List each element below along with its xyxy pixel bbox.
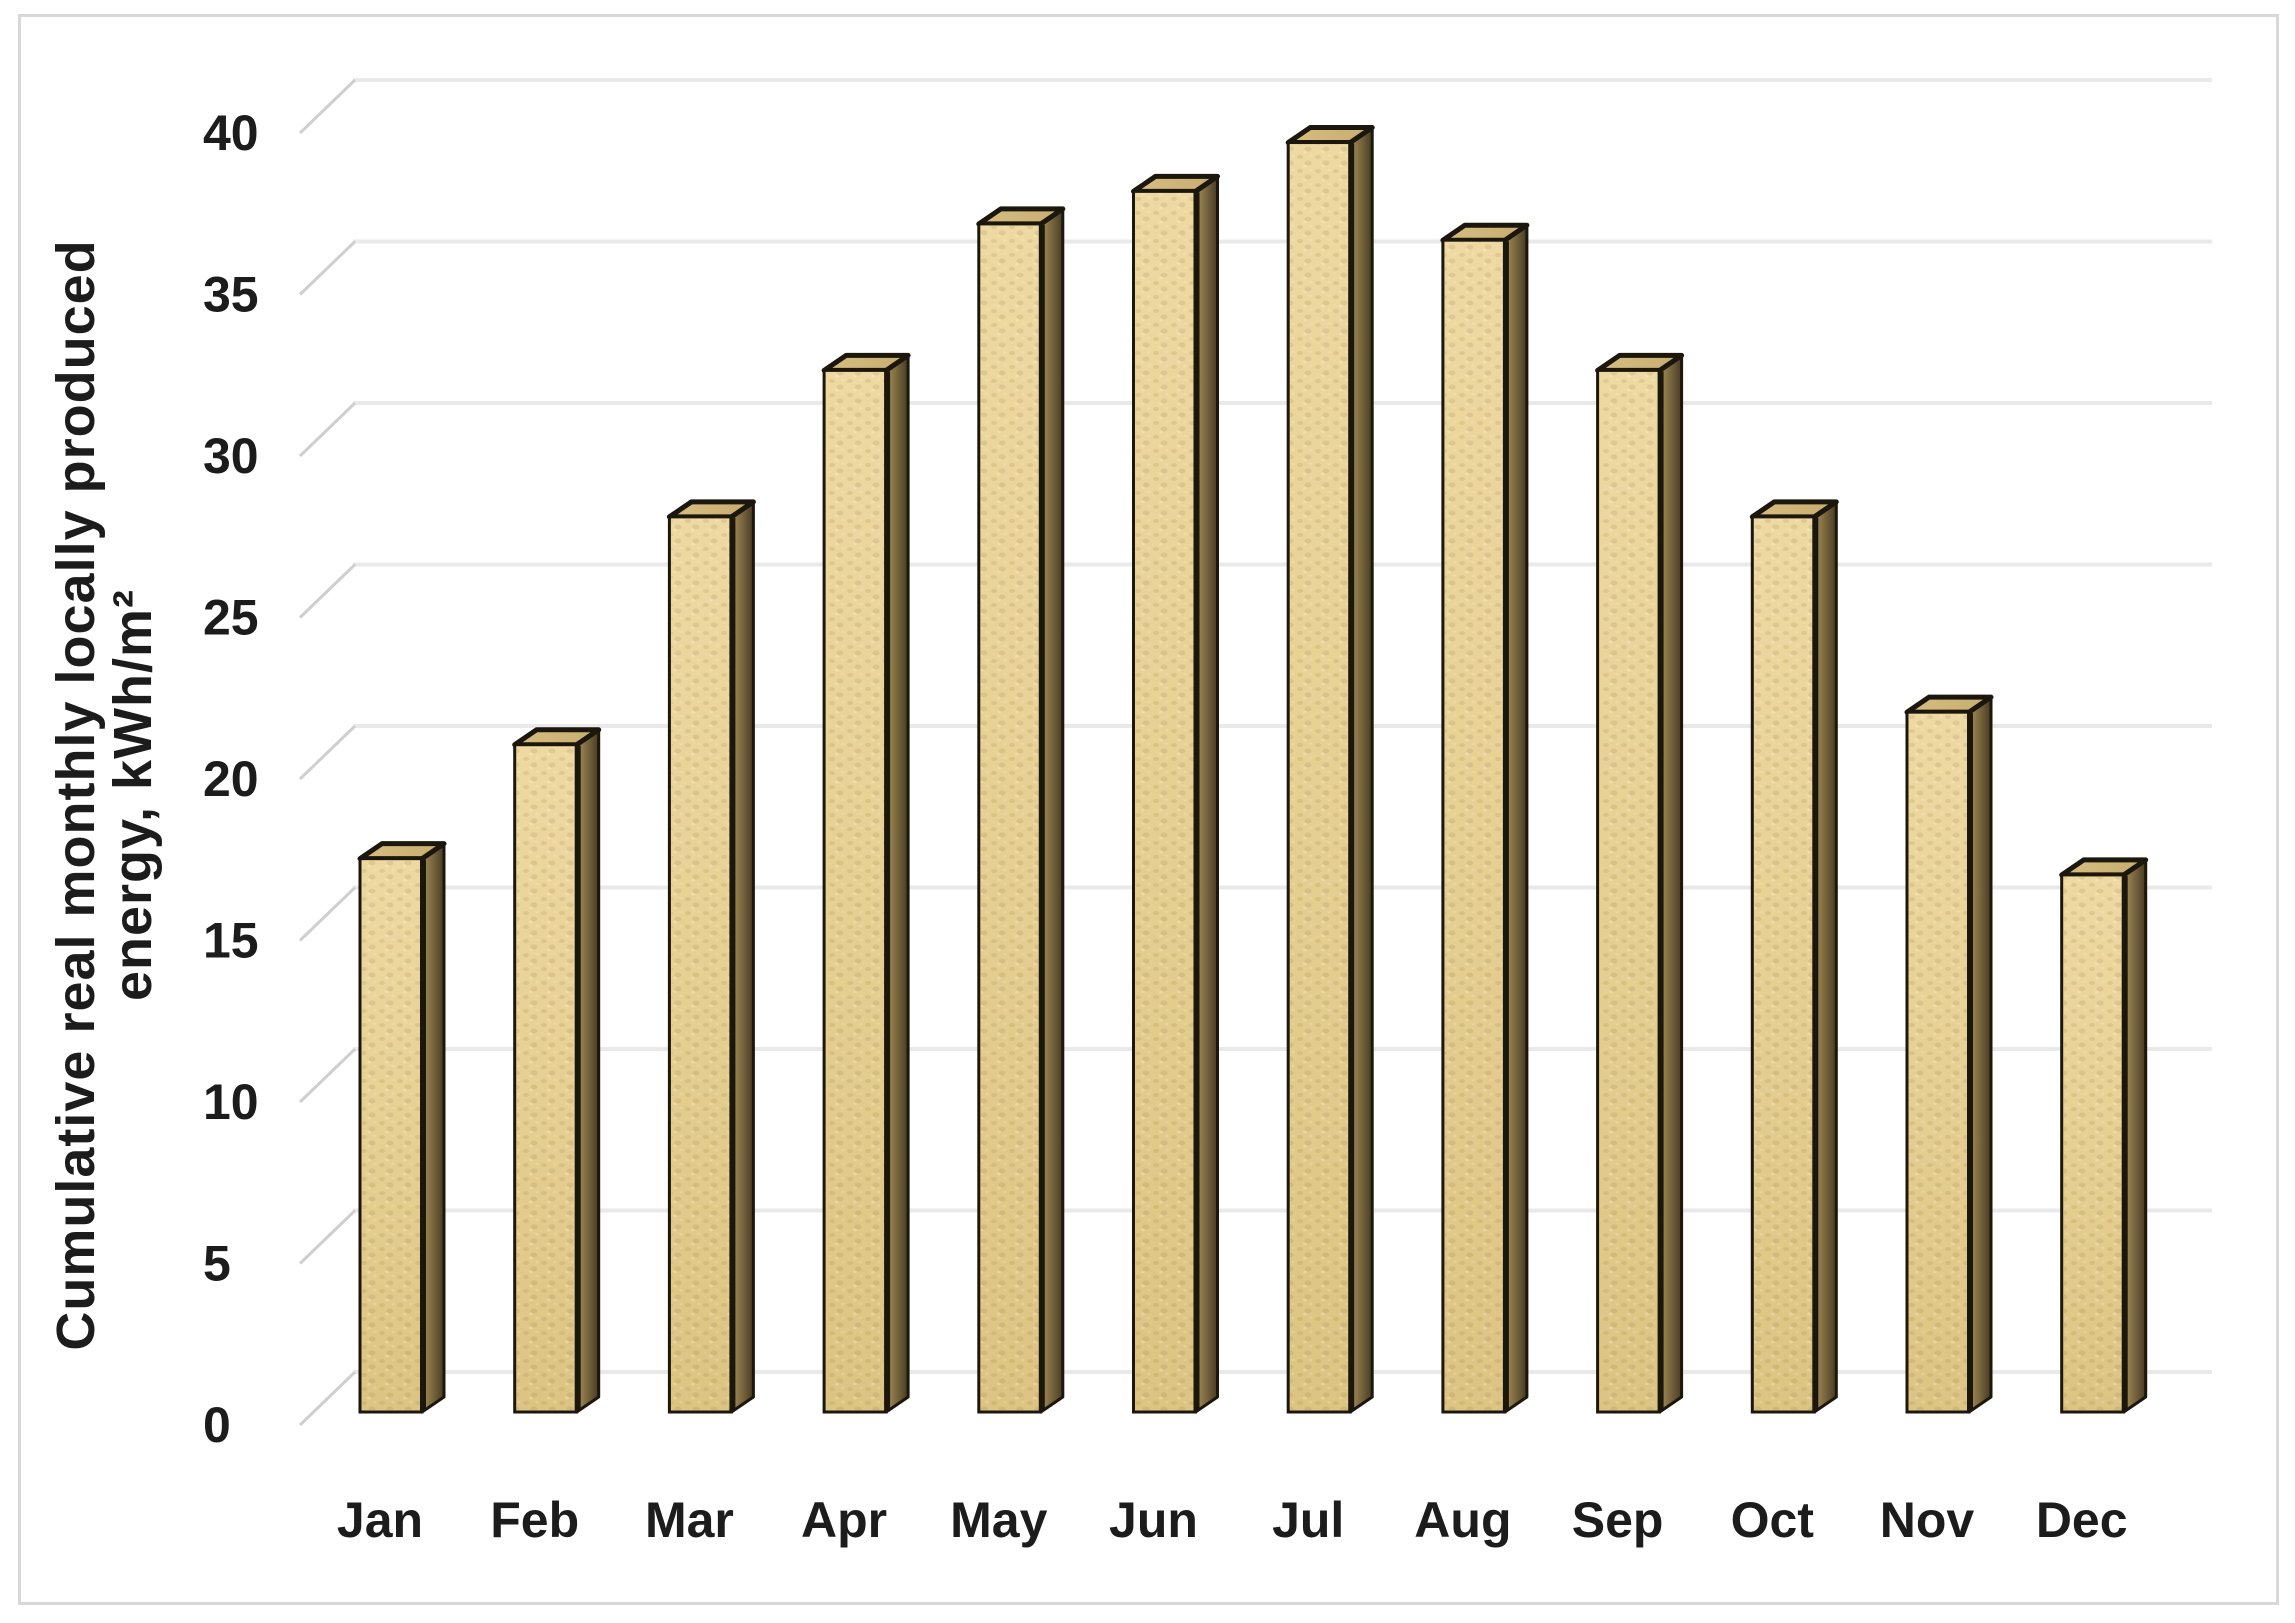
bar-texture bbox=[1754, 518, 1813, 1410]
y-tick-label-5: 5 bbox=[203, 1236, 231, 1292]
bar-texture bbox=[1599, 372, 1658, 1410]
x-tick-label-Dec: Dec bbox=[2036, 1492, 2128, 1548]
x-tick-label-Apr: Apr bbox=[801, 1492, 887, 1548]
bar-texture bbox=[980, 225, 1039, 1410]
y-tick-connector-40 bbox=[298, 78, 357, 135]
bar-Feb bbox=[512, 727, 602, 1414]
bar-Apr bbox=[821, 352, 911, 1414]
bar-Oct bbox=[1749, 499, 1839, 1414]
bar-texture bbox=[671, 518, 730, 1410]
x-tick-label-Feb: Feb bbox=[490, 1492, 579, 1548]
bar-Mar bbox=[666, 499, 756, 1414]
gridline-20 bbox=[353, 724, 2212, 728]
gridline-30 bbox=[353, 401, 2212, 405]
y-tick-connector-30 bbox=[298, 401, 357, 458]
gridline-10 bbox=[353, 1047, 2212, 1051]
x-tick-label-Jul: Jul bbox=[1272, 1492, 1344, 1548]
bar-texture bbox=[362, 860, 420, 1410]
gridline-40 bbox=[353, 78, 2212, 82]
x-tick-label-Aug: Aug bbox=[1414, 1492, 1511, 1548]
x-tick-label-Mar: Mar bbox=[645, 1492, 734, 1548]
y-tick-connector-0 bbox=[298, 1370, 357, 1427]
gridline-5 bbox=[353, 1208, 2212, 1213]
gridline-15 bbox=[353, 885, 2212, 890]
y-tick-connector-25 bbox=[298, 563, 357, 619]
x-tick-label-Oct: Oct bbox=[1731, 1492, 1815, 1548]
y-tick-label-40: 40 bbox=[203, 105, 259, 161]
bar-texture bbox=[1444, 242, 1503, 1411]
x-tick-label-May: May bbox=[950, 1492, 1047, 1548]
y-tick-label-25: 25 bbox=[203, 590, 259, 646]
bar-May bbox=[976, 206, 1066, 1414]
x-tick-label-Sep: Sep bbox=[1572, 1492, 1664, 1548]
bar-Nov bbox=[1904, 694, 1994, 1414]
bar-texture bbox=[2063, 876, 2122, 1410]
bar-texture bbox=[1135, 193, 1194, 1410]
bar-Jan bbox=[357, 841, 447, 1414]
gridline-0 bbox=[353, 1370, 2212, 1374]
y-tick-connector-5 bbox=[298, 1209, 357, 1265]
bar-Dec bbox=[2059, 857, 2149, 1414]
bar-texture bbox=[1909, 714, 1967, 1410]
x-tick-label-Jun: Jun bbox=[1109, 1492, 1198, 1548]
y-tick-connector-15 bbox=[298, 886, 357, 942]
y-tick-label-35: 35 bbox=[203, 267, 259, 323]
bar-texture bbox=[516, 746, 575, 1410]
y-tick-label-10: 10 bbox=[203, 1074, 259, 1130]
bar-Jul bbox=[1285, 125, 1375, 1414]
gridline-35 bbox=[353, 239, 2212, 244]
y-tick-label-0: 0 bbox=[203, 1397, 231, 1453]
bar-Aug bbox=[1440, 222, 1530, 1414]
y-tick-connector-10 bbox=[298, 1047, 357, 1104]
y-tick-label-15: 15 bbox=[203, 913, 259, 969]
bar-Jun bbox=[1131, 173, 1220, 1414]
bar-texture bbox=[826, 372, 885, 1410]
y-tick-connector-20 bbox=[298, 724, 357, 781]
bar-Sep bbox=[1595, 352, 1685, 1414]
x-tick-label-Nov: Nov bbox=[1880, 1492, 1975, 1548]
gridline-25 bbox=[353, 562, 2212, 567]
bar-texture bbox=[1290, 144, 1349, 1410]
y-tick-connector-35 bbox=[298, 240, 357, 296]
y-tick-label-30: 30 bbox=[203, 428, 259, 484]
y-tick-label-20: 20 bbox=[203, 751, 259, 807]
x-tick-label-Jan: Jan bbox=[337, 1492, 423, 1548]
